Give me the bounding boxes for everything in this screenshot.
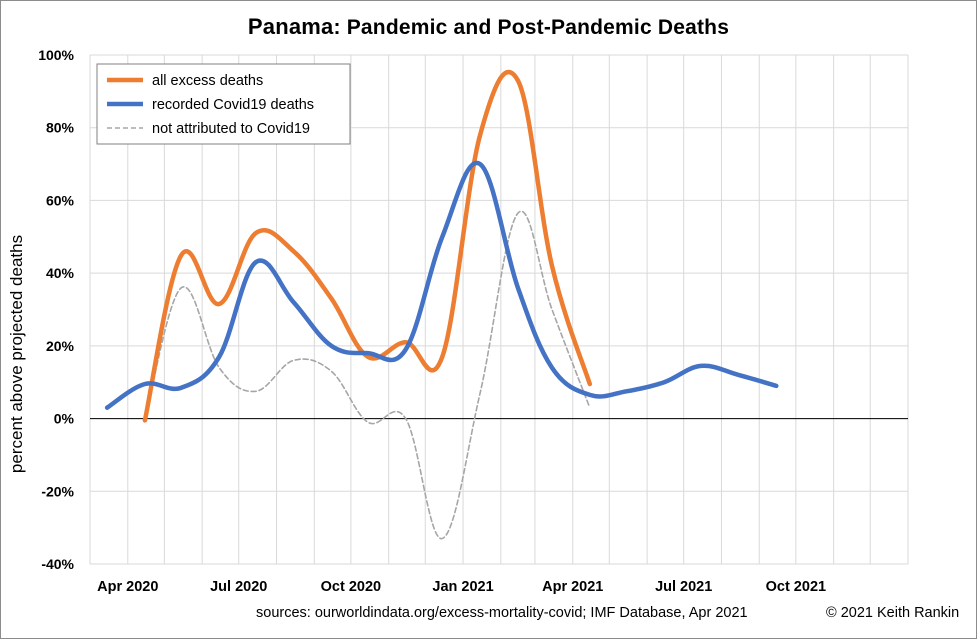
legend-label: not attributed to Covid19: [152, 121, 310, 137]
y-tick-label: 60%: [46, 192, 75, 208]
chart-title-rest: : Pandemic and Post-Pandemic Deaths: [333, 16, 730, 39]
y-tick-label: 20%: [46, 338, 75, 354]
x-tick-label: Apr 2021: [542, 579, 603, 595]
x-tick-label: Jul 2021: [655, 579, 712, 595]
legend-label: all excess deaths: [152, 73, 263, 89]
y-tick-label: 100%: [38, 47, 74, 63]
series-line-recorded-covid19-deaths: [104, 160, 779, 410]
x-tick-label: Oct 2021: [766, 579, 826, 595]
chart-title: Panama: Pandemic and Post-Pandemic Death…: [0, 14, 977, 40]
series-line-not-attributed-to-covid19: [144, 210, 591, 540]
legend: all excess deaths recorded Covid19 deaths…: [96, 63, 351, 145]
y-tick-label: 0%: [54, 411, 75, 427]
x-tick-label: Jan 2021: [432, 579, 493, 595]
y-tick-labels: 100% 80% 60% 40% 20% 0% -20% -40%: [38, 47, 74, 572]
footer-sources: sources: ourworldindata.org/excess-morta…: [256, 605, 748, 621]
y-tick-label: 80%: [46, 120, 75, 136]
x-tick-labels: Apr 2020 Jul 2020 Oct 2020 Jan 2021 Apr 2021…: [97, 579, 826, 595]
x-tick-label: Jul 2020: [210, 579, 267, 595]
legend-box: [96, 63, 351, 145]
y-tick-label: 40%: [46, 265, 75, 281]
x-tick-label: Apr 2020: [97, 579, 158, 595]
chart-title-country: Panama: [247, 14, 334, 39]
y-tick-label: -20%: [41, 483, 74, 499]
series-lines: [104, 69, 779, 540]
footer-copyright: © 2021 Keith Rankin: [826, 605, 960, 621]
legend-label: recorded Covid19 deaths: [152, 97, 314, 113]
y-tick-label: -40%: [41, 556, 74, 572]
x-tick-label: Oct 2020: [321, 579, 381, 595]
series-line-all-excess-deaths: [142, 69, 593, 423]
